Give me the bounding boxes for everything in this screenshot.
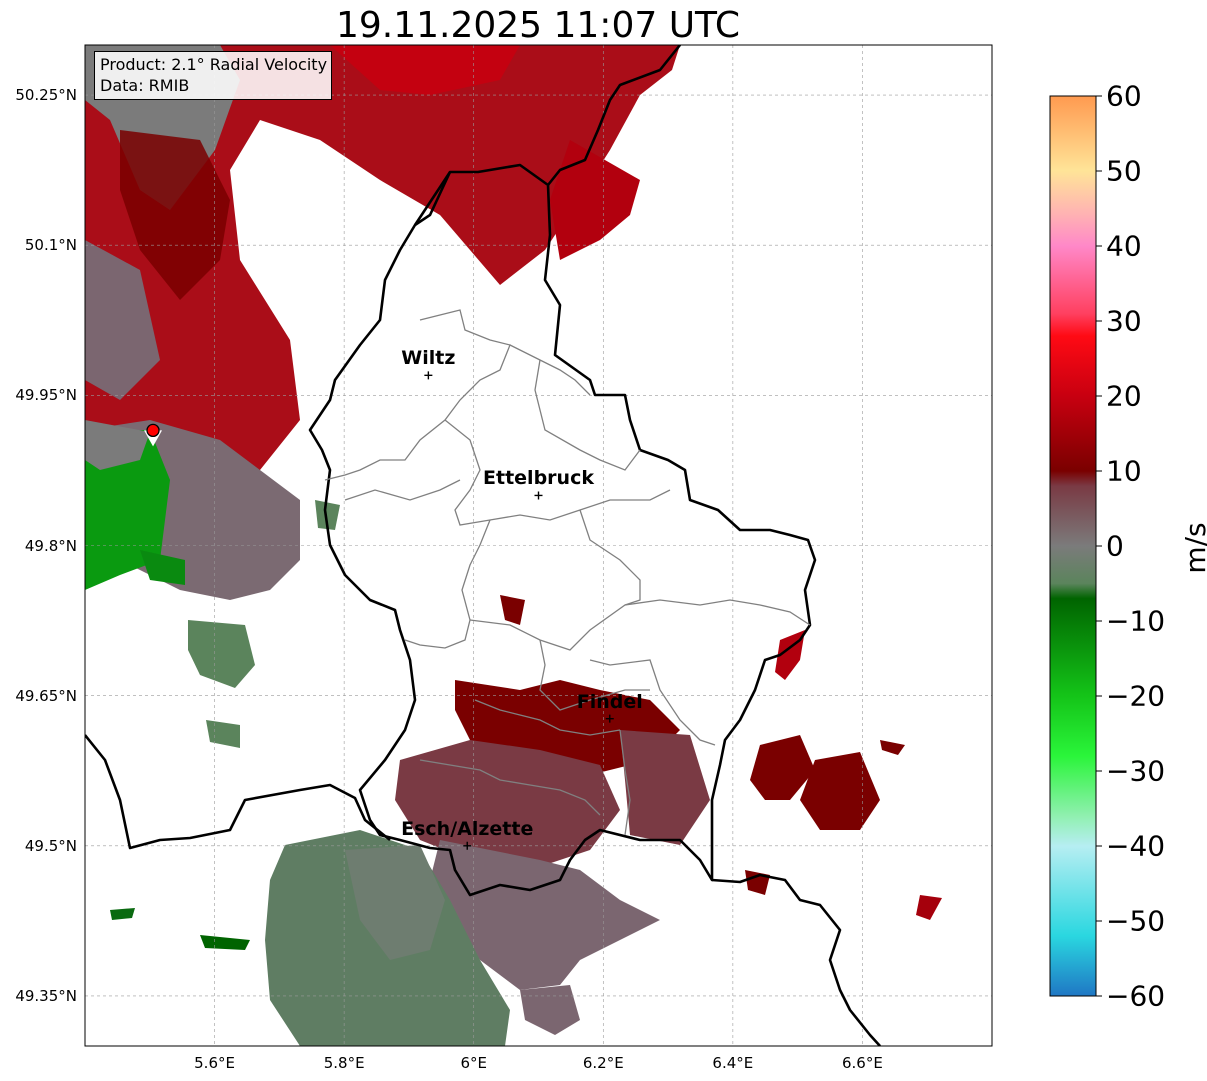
colorbar-tick-label: 10 xyxy=(1106,454,1142,488)
lat-tick-label: 49.65°N xyxy=(15,686,77,705)
radar-site-dot xyxy=(146,423,160,438)
colorbar-tick-label: −30 xyxy=(1106,754,1166,788)
city-marker xyxy=(463,841,472,850)
radar-echo-layer xyxy=(85,45,942,1046)
product-label: Product: 2.1° Radial Velocity xyxy=(100,55,328,74)
city-marker xyxy=(534,491,543,500)
colorbar-tick-label: −10 xyxy=(1106,604,1166,638)
radar-site-marker xyxy=(144,423,163,447)
colorbar-tick-label: 30 xyxy=(1106,304,1142,338)
city-markers xyxy=(424,371,614,850)
colorbar-tick-label: −20 xyxy=(1106,679,1166,713)
lat-tick-label: 50.25°N xyxy=(15,86,77,105)
city-label: Esch/Alzette xyxy=(401,817,534,840)
lat-tick-label: 50.1°N xyxy=(24,236,77,255)
lon-tick-label: 5.6°E xyxy=(194,1054,235,1072)
city-label: Ettelbruck xyxy=(483,467,594,490)
map-title: 19.11.2025 11:07 UTC xyxy=(335,5,741,46)
city-marker xyxy=(424,371,433,380)
colorbar-tick-label: 0 xyxy=(1106,529,1124,563)
lon-tick-label: 6.4°E xyxy=(712,1054,754,1072)
lat-tick-label: 49.35°N xyxy=(15,986,77,1005)
colorbar-unit-label: m/s xyxy=(1179,522,1207,574)
lat-tick-label: 49.8°N xyxy=(24,536,77,555)
lon-tick-label: 6.2°E xyxy=(582,1054,624,1072)
lon-tick-label: 6.6°E xyxy=(842,1054,883,1072)
colorbar xyxy=(1049,95,1097,997)
colorbar-tick-marks xyxy=(1096,95,1102,997)
city-marker xyxy=(605,714,614,723)
colorbar-tick-label: 50 xyxy=(1106,154,1142,188)
lon-tick-label: 6°E xyxy=(460,1054,487,1072)
colorbar-tick-label: −60 xyxy=(1106,979,1166,1013)
city-label: Findel xyxy=(576,690,643,713)
colorbar-tick-label: −50 xyxy=(1106,904,1166,938)
lon-tick-label: 5.8°E xyxy=(323,1054,365,1072)
colorbar-tick-label: 40 xyxy=(1106,229,1142,263)
product-info-box: Product: 2.1° Radial Velocity Data: RMIB xyxy=(94,51,333,100)
map-frame xyxy=(84,44,993,1047)
lat-tick-label: 49.5°N xyxy=(24,836,77,855)
country-borders xyxy=(85,45,881,1046)
lat-tick-label: 49.95°N xyxy=(15,386,77,405)
colorbar-tick-label: 20 xyxy=(1106,379,1142,413)
city-label: Wiltz xyxy=(401,347,456,370)
colorbar-tick-label: −40 xyxy=(1106,829,1166,863)
colorbar-tick-label: 60 xyxy=(1106,79,1142,113)
data-source-label: Data: RMIB xyxy=(100,76,190,95)
